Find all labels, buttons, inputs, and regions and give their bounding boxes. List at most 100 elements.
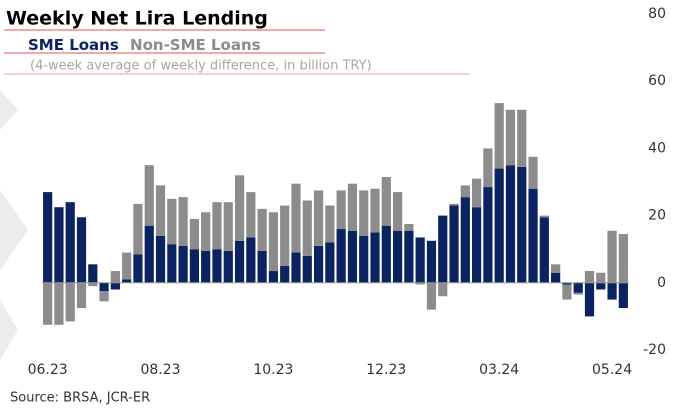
bar <box>426 240 437 283</box>
chart-title: Weekly Net Lira Lending <box>6 8 268 30</box>
bar <box>494 168 504 283</box>
watermark <box>0 90 28 360</box>
bar <box>133 203 143 255</box>
bar <box>336 229 346 283</box>
bar <box>257 250 267 283</box>
bar <box>325 242 335 283</box>
bar <box>302 255 312 283</box>
bar <box>155 185 166 236</box>
bar <box>178 197 188 246</box>
bar <box>426 282 437 310</box>
bar <box>65 202 75 283</box>
bar <box>167 244 177 283</box>
bar <box>483 187 493 283</box>
bar <box>223 202 233 251</box>
bar <box>291 183 301 253</box>
bar <box>257 208 267 251</box>
bar <box>607 230 617 283</box>
bar <box>246 237 256 283</box>
bar <box>54 282 64 325</box>
bar <box>517 166 527 283</box>
y-tick-label: 80 <box>648 6 666 22</box>
bar <box>438 215 448 283</box>
bar <box>472 207 482 283</box>
bar <box>43 282 53 325</box>
bar <box>189 249 199 283</box>
x-tick-label: 03.24 <box>479 362 519 378</box>
bar <box>584 271 595 283</box>
bar <box>99 291 109 302</box>
bar <box>212 249 222 283</box>
bar <box>460 185 470 198</box>
bar <box>494 103 504 169</box>
bar <box>88 282 98 287</box>
bar <box>110 282 120 290</box>
bar <box>76 282 87 308</box>
bar <box>449 205 459 283</box>
bar <box>562 282 572 285</box>
bar <box>336 190 346 230</box>
y-tick-label: 40 <box>648 140 666 156</box>
bar <box>404 230 414 283</box>
bar <box>370 188 380 233</box>
bar <box>54 207 64 283</box>
bar <box>234 175 245 241</box>
bar <box>551 264 561 273</box>
bar <box>110 271 120 283</box>
bar <box>381 176 391 226</box>
bar <box>449 203 459 206</box>
x-tick-label: 05.24 <box>592 362 632 378</box>
bar <box>65 282 75 322</box>
source: Source: BRSA, JCR-ER <box>10 391 150 406</box>
bar <box>596 282 606 290</box>
bar <box>404 224 414 231</box>
bar <box>618 282 628 308</box>
bar <box>88 264 98 283</box>
bar <box>392 192 403 231</box>
bar <box>596 272 606 283</box>
bar <box>212 202 222 250</box>
bar <box>359 235 369 283</box>
bar <box>234 240 245 283</box>
bar <box>201 250 211 283</box>
bar <box>99 282 109 292</box>
bar <box>43 192 53 283</box>
y-tick-label: -20 <box>643 342 666 358</box>
x-tick-label: 10.23 <box>253 362 293 378</box>
bar <box>528 156 538 189</box>
legend-entry: Non-SME Loans <box>130 36 261 54</box>
bar <box>280 205 290 266</box>
bar <box>122 279 132 283</box>
bar <box>607 282 617 300</box>
x-tick-label: 12.23 <box>366 362 406 378</box>
bar <box>472 178 482 208</box>
bar <box>562 284 572 300</box>
legend: SME Loans Non-SME Loans <box>28 36 261 54</box>
bar <box>189 218 199 250</box>
y-tick-label: 20 <box>648 208 666 224</box>
bar <box>392 230 403 283</box>
bar <box>505 109 516 166</box>
bar <box>223 250 233 283</box>
bar <box>313 190 324 246</box>
bar <box>539 217 549 283</box>
bar <box>133 254 143 283</box>
bar <box>438 282 448 297</box>
bar <box>76 217 87 283</box>
bar <box>347 230 358 283</box>
bar <box>280 266 290 283</box>
bar <box>528 188 538 283</box>
bar <box>539 215 549 218</box>
bar <box>268 271 279 283</box>
legend-entry: SME Loans <box>28 36 119 54</box>
bar <box>584 282 595 317</box>
bar <box>313 245 324 283</box>
bar <box>370 232 380 283</box>
bar <box>144 225 154 283</box>
bar <box>551 272 561 283</box>
bar <box>505 165 516 283</box>
bar <box>381 225 391 283</box>
x-tick-label: 06.23 <box>28 362 68 378</box>
